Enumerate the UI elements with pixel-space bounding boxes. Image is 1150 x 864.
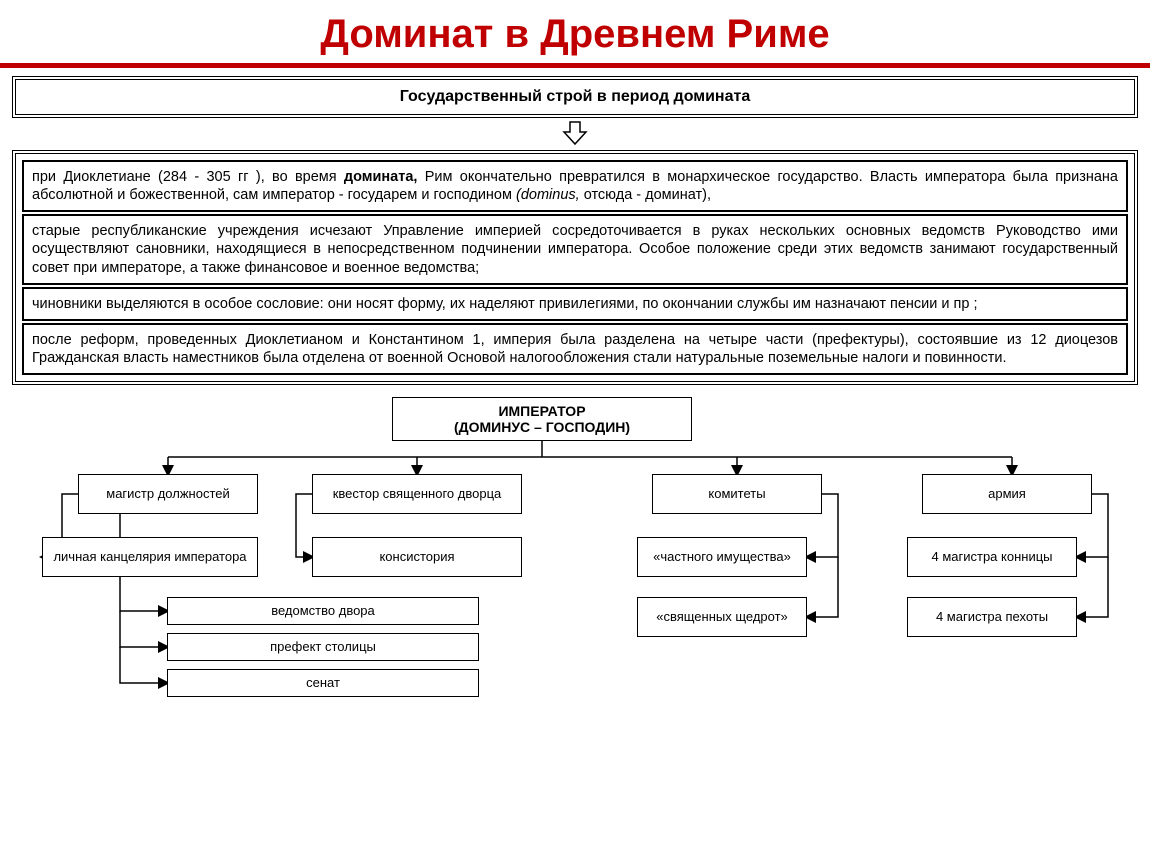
page-title: Доминат в Древнем Риме <box>0 0 1150 63</box>
arrow-down-icon <box>560 120 590 146</box>
emperor-l2: (ДОМИНУС – ГОСПОДИН) <box>454 419 630 435</box>
p1-a: при Диоклетиане (284 - 305 гг ), во врем… <box>32 169 344 185</box>
node-konsist: консистория <box>312 537 522 577</box>
node-prefekt: префект столицы <box>167 633 479 661</box>
paragraph-2: старые республиканские учреждения исчеза… <box>22 214 1128 284</box>
p1-d: отсюда - доминат), <box>580 187 711 203</box>
node-emperor: ИМПЕРАТОР(ДОМИНУС – ГОСПОДИН) <box>392 397 692 441</box>
paragraph-3: чиновники выделяются в особое сословие: … <box>22 287 1128 321</box>
divider <box>0 63 1150 68</box>
p1-bold: домината, <box>344 169 418 185</box>
p1-italic: (dominus, <box>516 187 580 203</box>
node-kvestor: квестор священного дворца <box>312 474 522 514</box>
emperor-l1: ИМПЕРАТОР <box>498 403 585 419</box>
node-vedom: ведомство двора <box>167 597 479 625</box>
node-shchedrot: «священных щедрот» <box>637 597 807 637</box>
paragraph-4: после реформ, проведенных Диоклетианом и… <box>22 323 1128 375</box>
node-kanc: личная канцелярия императора <box>42 537 258 577</box>
slide: Доминат в Древнем Риме Государственный с… <box>0 0 1150 864</box>
node-army: армия <box>922 474 1092 514</box>
node-senat: сенат <box>167 669 479 697</box>
paragraph-1: при Диоклетиане (284 - 305 гг ), во врем… <box>22 160 1128 212</box>
diagram-header: Государственный строй в период домината <box>12 76 1138 118</box>
node-komitety: комитеты <box>652 474 822 514</box>
text-panel: при Диоклетиане (284 - 305 гг ), во врем… <box>12 150 1138 385</box>
node-4konn: 4 магистра конницы <box>907 537 1077 577</box>
node-4peh: 4 магистра пехоты <box>907 597 1077 637</box>
node-chastn: «частного имущества» <box>637 537 807 577</box>
org-chart: ИМПЕРАТОР(ДОМИНУС – ГОСПОДИН) магистр до… <box>12 397 1138 697</box>
node-magistr: магистр должностей <box>78 474 258 514</box>
